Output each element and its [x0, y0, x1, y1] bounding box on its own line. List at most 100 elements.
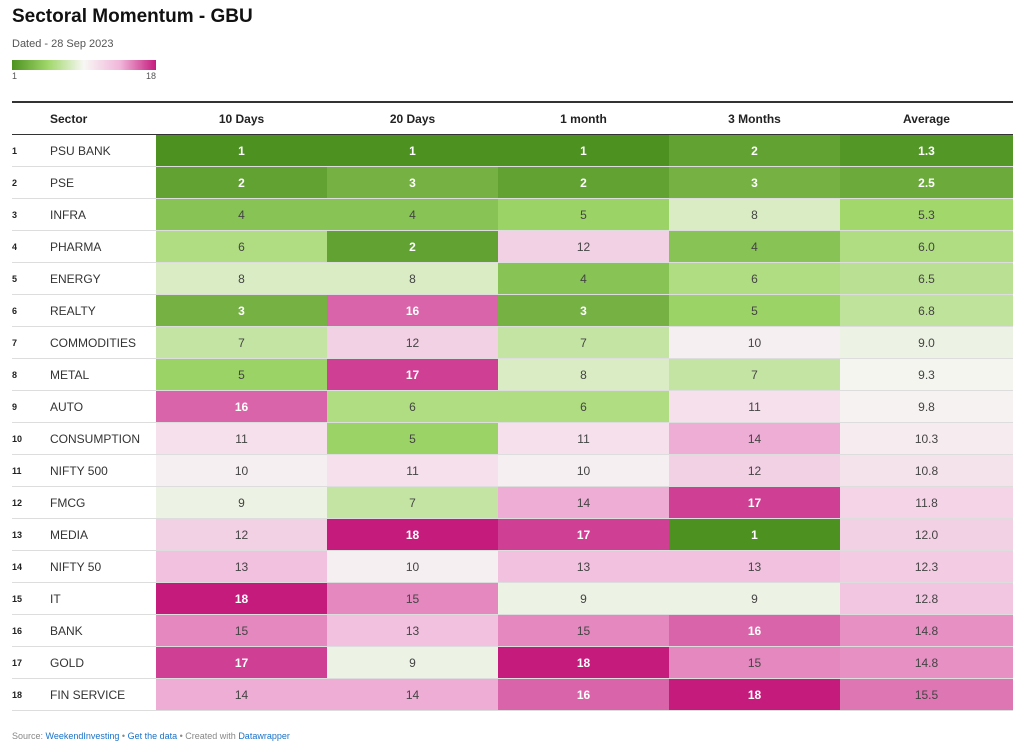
heatmap-cell: 1	[327, 134, 499, 167]
heatmap-cell: 5	[669, 294, 841, 327]
heatmap-cell: 9.0	[840, 326, 1014, 359]
heatmap-cell: 3	[327, 166, 499, 199]
heatmap-cell: 18	[498, 646, 670, 679]
row-rank: 10	[12, 422, 38, 455]
heatmap-cell: 8	[156, 262, 328, 295]
footer-separator: •	[119, 731, 128, 741]
heatmap-cell: 12	[498, 230, 670, 263]
sector-label: FIN SERVICE	[38, 678, 157, 711]
column-header[interactable]: Sector	[12, 102, 157, 135]
heatmap-cell: 15	[156, 614, 328, 647]
sector-label: FMCG	[38, 486, 157, 519]
heatmap-cell: 8	[327, 262, 499, 295]
sector-label: IT	[38, 582, 157, 615]
heatmap-cell: 4	[498, 262, 670, 295]
heatmap-cell: 15	[498, 614, 670, 647]
heatmap-cell: 11	[669, 390, 841, 423]
sector-label: ENERGY	[38, 262, 157, 295]
heatmap-cell: 7	[669, 358, 841, 391]
heatmap-cell: 13	[498, 550, 670, 583]
row-rank: 17	[12, 646, 38, 679]
heatmap-cell: 16	[669, 614, 841, 647]
heatmap-cell: 13	[669, 550, 841, 583]
heatmap-cell: 4	[669, 230, 841, 263]
sector-label: REALTY	[38, 294, 157, 327]
column-header[interactable]: 10 Days	[156, 102, 328, 135]
row-rank: 3	[12, 198, 38, 231]
heatmap-cell: 17	[327, 358, 499, 391]
heatmap-cell: 15	[327, 582, 499, 615]
heatmap-cell: 14	[669, 422, 841, 455]
heatmap-cell: 6.0	[840, 230, 1014, 263]
legend-min-label: 1	[12, 71, 18, 81]
footer-created-text: • Created with	[177, 731, 239, 741]
heatmap-cell: 13	[156, 550, 328, 583]
table-row: 11 NIFTY 500 10 11 10 12 10.8	[12, 454, 1014, 487]
table-row: 17 GOLD 17 9 18 15 14.8	[12, 646, 1014, 679]
row-rank: 1	[12, 134, 38, 167]
table-row: 16 BANK 15 13 15 16 14.8	[12, 614, 1014, 647]
table-row: 12 FMCG 9 7 14 17 11.8	[12, 486, 1014, 519]
sector-label: METAL	[38, 358, 157, 391]
table-row: 9 AUTO 16 6 6 11 9.8	[12, 390, 1014, 423]
row-rank: 11	[12, 454, 38, 487]
heatmap-cell: 12.0	[840, 518, 1014, 551]
column-header[interactable]: 3 Months	[669, 102, 841, 135]
column-header[interactable]: 1 month	[498, 102, 670, 135]
chart-title: Sectoral Momentum - GBU	[12, 6, 253, 27]
heatmap-cell: 6	[498, 390, 670, 423]
heatmap-cell: 14.8	[840, 614, 1014, 647]
heatmap-cell: 5	[156, 358, 328, 391]
heatmap-cell: 9	[498, 582, 670, 615]
legend-gradient-bar	[12, 60, 156, 70]
heatmap-cell: 6.8	[840, 294, 1014, 327]
row-rank: 8	[12, 358, 38, 391]
table-row: 8 METAL 5 17 8 7 9.3	[12, 358, 1014, 391]
heatmap-cell: 11	[327, 454, 499, 487]
get-data-link[interactable]: Get the data	[127, 731, 178, 741]
heatmap-cell: 1	[156, 134, 328, 167]
heatmap-cell: 16	[327, 294, 499, 327]
table-row: 14 NIFTY 50 13 10 13 13 12.3	[12, 550, 1014, 583]
heatmap-cell: 14	[498, 486, 670, 519]
heatmap-cell: 5.3	[840, 198, 1014, 231]
heatmap-cell: 1.3	[840, 134, 1014, 167]
sector-label: PHARMA	[38, 230, 157, 263]
row-rank: 18	[12, 678, 38, 711]
heatmap-cell: 2	[327, 230, 499, 263]
heatmap-cell: 5	[327, 422, 499, 455]
row-rank: 6	[12, 294, 38, 327]
table-row: 15 IT 18 15 9 9 12.8	[12, 582, 1014, 615]
heatmap-cell: 3	[498, 294, 670, 327]
legend-max-label: 18	[145, 71, 156, 81]
heatmap-cell: 6	[156, 230, 328, 263]
row-rank: 4	[12, 230, 38, 263]
heatmap-cell: 11.8	[840, 486, 1014, 519]
column-header[interactable]: 20 Days	[327, 102, 499, 135]
heatmap-cell: 18	[156, 582, 328, 615]
heatmap-cell: 10	[327, 550, 499, 583]
datawrapper-link[interactable]: Datawrapper	[238, 731, 290, 741]
table-row: 18 FIN SERVICE 14 14 16 18 15.5	[12, 678, 1014, 711]
heatmap-cell: 12.8	[840, 582, 1014, 615]
heatmap-cell: 13	[327, 614, 499, 647]
table-row: 4 PHARMA 6 2 12 4 6.0	[12, 230, 1014, 263]
heatmap-cell: 9	[669, 582, 841, 615]
heatmap-cell: 9	[156, 486, 328, 519]
heatmap-cell: 2.5	[840, 166, 1014, 199]
heatmap-cell: 12	[327, 326, 499, 359]
footer: Source: WeekendInvesting • Get the data …	[12, 731, 290, 741]
heatmap-cell: 1	[498, 134, 670, 167]
column-header[interactable]: Average	[840, 102, 1014, 135]
heatmap-cell: 9.8	[840, 390, 1014, 423]
source-link[interactable]: WeekendInvesting	[45, 731, 120, 741]
table-row: 3 INFRA 4 4 5 8 5.3	[12, 198, 1014, 231]
heatmap-cell: 6.5	[840, 262, 1014, 295]
sector-label: COMMODITIES	[38, 326, 157, 359]
heatmap-cell: 7	[498, 326, 670, 359]
heatmap-cell: 2	[498, 166, 670, 199]
heatmap-cell: 10	[498, 454, 670, 487]
table-row: 1 PSU BANK 1 1 1 2 1.3	[12, 134, 1014, 167]
heatmap-cell: 9.3	[840, 358, 1014, 391]
heatmap-cell: 18	[669, 678, 841, 711]
